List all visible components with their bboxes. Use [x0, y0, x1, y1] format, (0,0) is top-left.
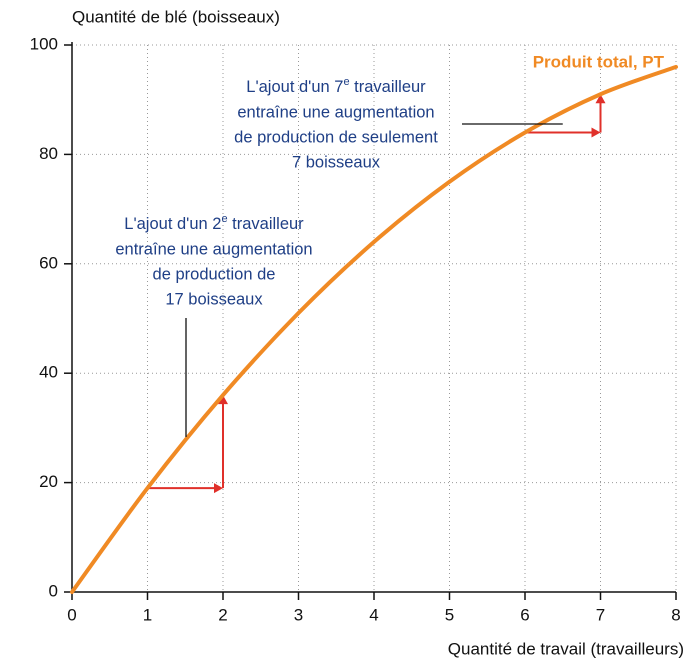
y-tick-label: 20 [39, 472, 58, 491]
y-tick-label: 40 [39, 363, 58, 382]
x-tick-label: 5 [445, 605, 454, 624]
arrow-head [591, 127, 601, 138]
y-tick-label: 60 [39, 253, 58, 272]
annotation-text: travailleur [350, 78, 427, 96]
annotation-text: e [221, 213, 227, 225]
y-tick-label: 100 [30, 34, 58, 53]
annotation-line: de production de [153, 265, 276, 283]
x-tick-label: 6 [520, 605, 529, 624]
annotation-line: L'ajout d'un 2e travailleur [124, 213, 304, 233]
x-tick-label: 8 [671, 605, 680, 624]
series-label: Produit total, PT [533, 52, 665, 71]
annotation-text: e [343, 76, 349, 88]
x-tick-label: 1 [143, 605, 152, 624]
line [70, 64, 678, 594]
x-tick-label: 7 [596, 605, 605, 624]
annotation-line: entraîne une augmentation [115, 240, 312, 258]
annotation-text: L'ajout d'un 7 [246, 78, 343, 96]
annotation-line: 17 boisseaux [165, 290, 263, 308]
annotation-line: 7 boisseaux [292, 153, 381, 171]
x-tick-label: 0 [67, 605, 76, 624]
arrow-head [595, 94, 606, 104]
x-tick-label: 3 [294, 605, 303, 624]
annotation-text: travailleur [228, 215, 305, 233]
y-axis-title: Quantité de blé (boisseaux) [72, 7, 280, 26]
annotation-line: entraîne une augmentation [237, 103, 434, 121]
x-axis-title: Quantité de travail (travailleurs) [448, 639, 684, 658]
annotation-line: L'ajout d'un 7e travailleur [246, 76, 426, 96]
annotation-text: L'ajout d'un 2 [124, 215, 221, 233]
arrow-head [214, 483, 223, 494]
y-tick-label: 80 [39, 144, 58, 163]
y-tick-label: 0 [49, 581, 58, 600]
annotation-line: de production de seulement [234, 128, 438, 146]
arrow-head [218, 395, 228, 405]
x-tick-label: 4 [369, 605, 378, 624]
x-tick-label: 2 [218, 605, 227, 624]
